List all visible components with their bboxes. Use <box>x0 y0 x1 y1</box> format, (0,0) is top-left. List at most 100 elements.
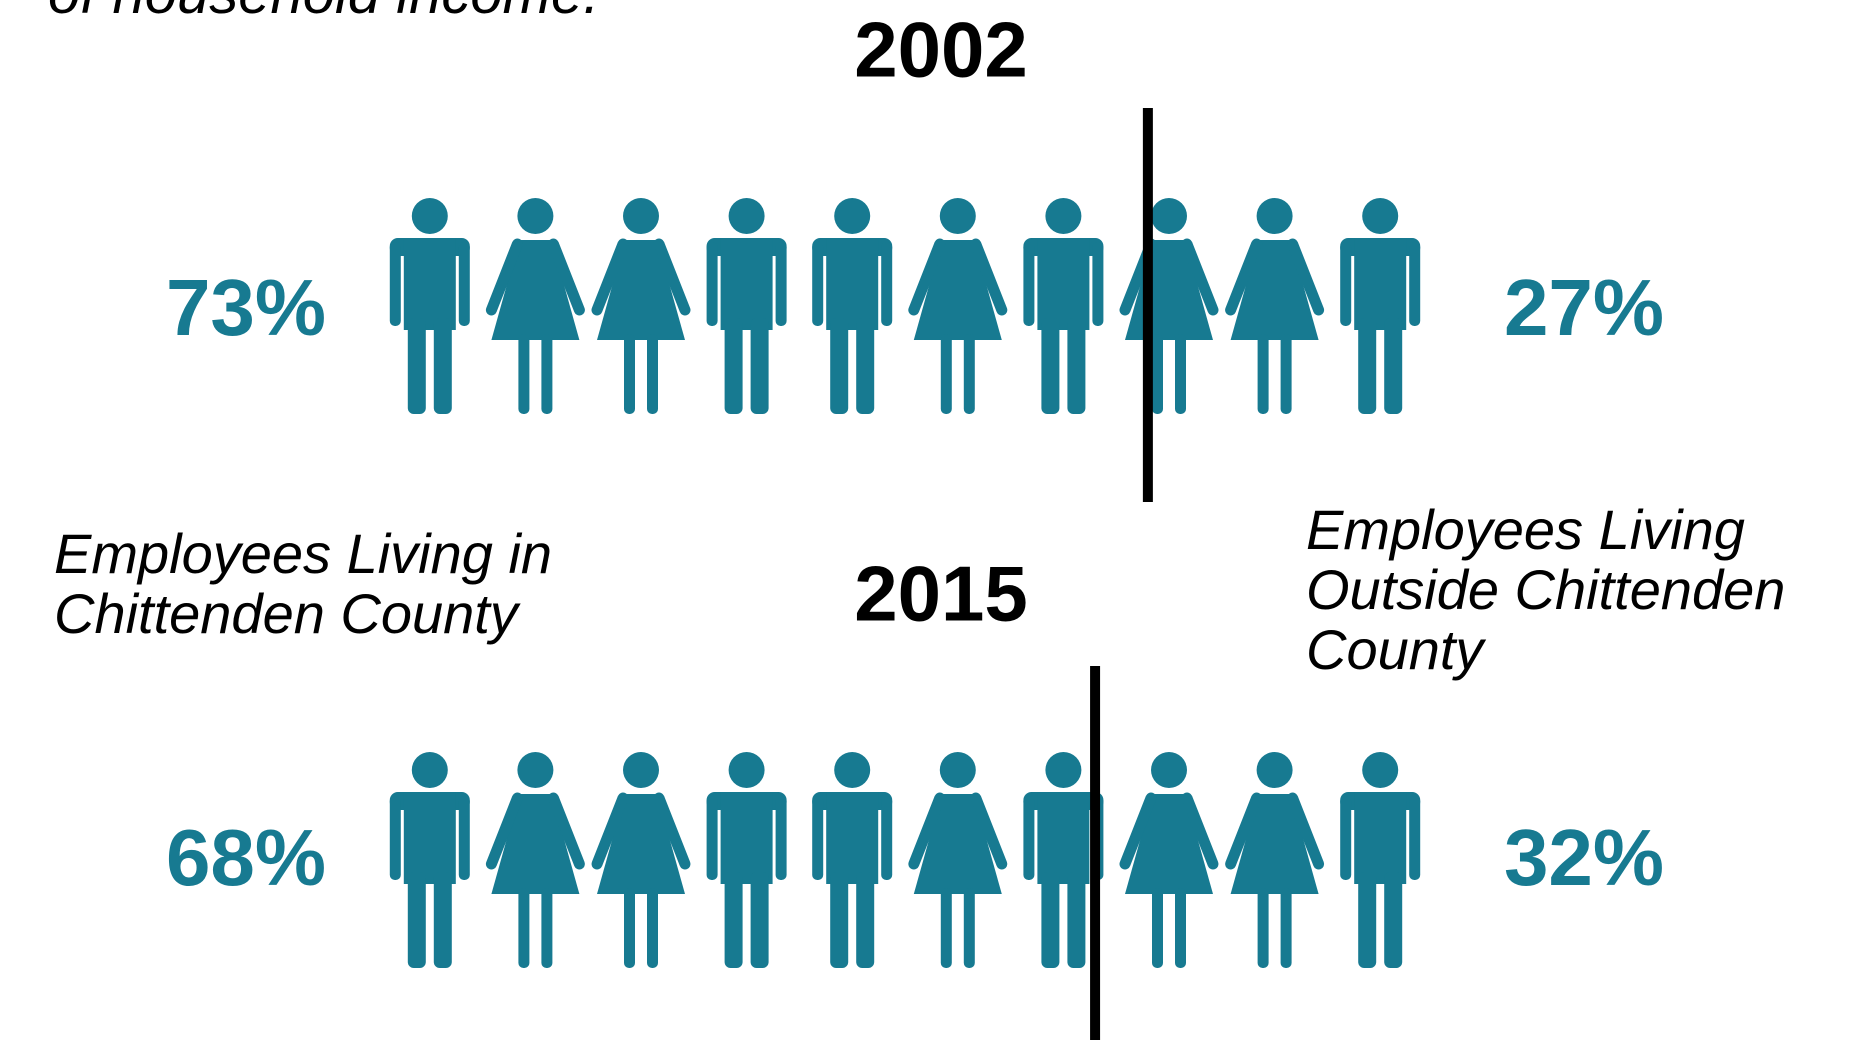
person-icon <box>1023 752 1104 968</box>
arm <box>1225 792 1263 870</box>
person-icon <box>1119 752 1219 968</box>
head <box>1045 752 1082 788</box>
arm <box>881 796 893 880</box>
head <box>1256 198 1293 234</box>
head <box>623 752 659 788</box>
arm <box>653 238 691 316</box>
arm <box>706 796 718 880</box>
leg <box>647 888 658 968</box>
leg <box>541 334 553 414</box>
arm <box>389 242 401 326</box>
arm <box>775 242 787 326</box>
arm <box>775 796 787 880</box>
torso <box>720 238 773 330</box>
leg <box>1152 334 1163 414</box>
leg <box>830 318 849 414</box>
person-icon <box>706 198 787 414</box>
person-icon <box>591 198 691 414</box>
head <box>939 198 976 234</box>
leg <box>407 318 426 414</box>
leg <box>1041 318 1060 414</box>
torso <box>826 238 879 330</box>
head <box>1151 198 1187 234</box>
arm <box>881 242 893 326</box>
arm <box>1023 242 1035 326</box>
arm <box>485 792 523 870</box>
torso <box>403 792 456 884</box>
person-icon <box>389 198 470 414</box>
person-icon <box>591 752 691 968</box>
leg <box>1358 318 1377 414</box>
leg <box>724 318 743 414</box>
torso <box>1354 792 1407 884</box>
head <box>623 198 659 234</box>
arm <box>970 792 1008 870</box>
leg <box>541 888 553 968</box>
person-icon <box>1119 198 1219 414</box>
arm <box>547 238 585 316</box>
leg <box>433 318 452 414</box>
leg <box>624 334 635 414</box>
arm <box>591 238 629 316</box>
leg <box>1257 888 1269 968</box>
leg <box>940 888 952 968</box>
value-label: 27% <box>1504 263 1664 352</box>
arm <box>970 238 1008 316</box>
leg <box>518 334 530 414</box>
head <box>517 752 554 788</box>
arm <box>389 796 401 880</box>
head <box>411 198 448 234</box>
leg <box>1257 334 1269 414</box>
arm <box>591 792 629 870</box>
person-icon <box>908 752 1008 968</box>
year-title: 2015 <box>854 550 1028 638</box>
person-icon <box>1340 198 1421 414</box>
leg <box>750 318 769 414</box>
leg <box>433 872 452 968</box>
leg <box>624 888 635 968</box>
leg <box>1175 888 1186 968</box>
leg <box>1384 872 1403 968</box>
person-icon <box>1225 198 1325 414</box>
arm <box>1287 238 1325 316</box>
arm <box>1287 792 1325 870</box>
value-label: 68% <box>166 813 326 902</box>
arm <box>1023 796 1035 880</box>
arm <box>458 242 470 326</box>
head <box>939 752 976 788</box>
arm <box>706 242 718 326</box>
torso <box>720 792 773 884</box>
arm <box>812 242 824 326</box>
leg <box>724 872 743 968</box>
legend-inside: Employees Living in Chittenden County <box>54 522 553 645</box>
year-title: 2002 <box>854 6 1028 94</box>
caption: of household income. <box>48 0 599 27</box>
leg <box>1067 318 1086 414</box>
leg <box>750 872 769 968</box>
person-icon <box>389 752 470 968</box>
leg <box>407 872 426 968</box>
arm <box>1181 238 1219 316</box>
person-icon <box>485 752 585 968</box>
head <box>1256 752 1293 788</box>
person-icon <box>1225 752 1325 968</box>
leg <box>963 334 975 414</box>
leg <box>830 872 849 968</box>
value-label: 32% <box>1504 813 1664 902</box>
legend-outside: Employees Living Outside Chittenden Coun… <box>1306 498 1786 681</box>
arm <box>1340 242 1352 326</box>
arm <box>1409 242 1421 326</box>
head <box>728 198 765 234</box>
torso <box>826 792 879 884</box>
person-icon <box>1340 752 1421 968</box>
head <box>834 198 871 234</box>
arm <box>653 792 691 870</box>
arm <box>458 796 470 880</box>
person-icon <box>706 752 787 968</box>
arm <box>485 238 523 316</box>
head <box>1045 198 1082 234</box>
torso <box>403 238 456 330</box>
leg <box>518 888 530 968</box>
leg <box>940 334 952 414</box>
